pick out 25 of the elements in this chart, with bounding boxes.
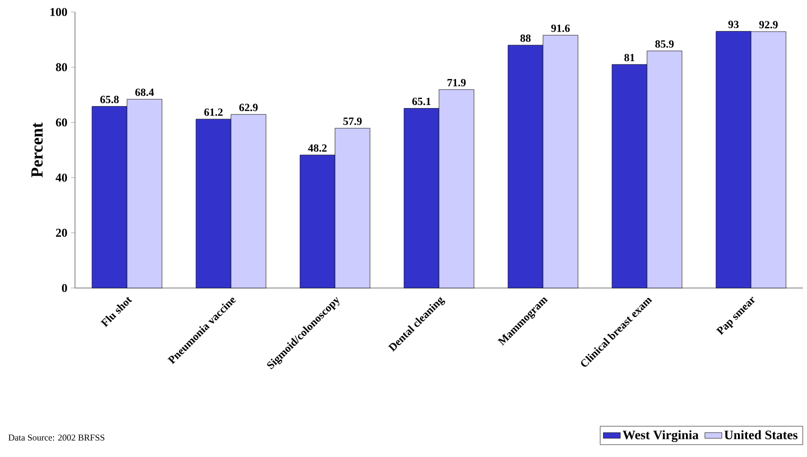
data-label: 61.2 [204, 108, 223, 116]
data-label: 71.9 [448, 78, 466, 86]
data-label: 92.9 [759, 21, 778, 28]
data-label: 57.9 [343, 118, 362, 126]
data-label: 62.9 [239, 104, 258, 112]
y-axis-title: Percent [31, 122, 43, 178]
data-label: 85.9 [655, 40, 674, 48]
y-tick-label: 0 [62, 284, 68, 292]
legend-label: United States [724, 430, 798, 440]
data-label: 93 [728, 20, 739, 28]
data-label: 65.1 [412, 98, 431, 106]
data-label: 81 [624, 54, 634, 62]
data-label: 88 [520, 34, 531, 42]
legend-label: West Virginia [622, 430, 698, 442]
y-tick-label: 100 [50, 8, 68, 16]
y-tick-label: 20 [56, 228, 68, 237]
y-tick-label: 60 [56, 118, 68, 126]
x-tick-label: Flu shot [100, 297, 132, 328]
y-tick-label: 80 [56, 63, 68, 72]
data-label: 91.6 [551, 24, 570, 32]
data-label: 68.4 [135, 88, 154, 96]
data-label: 65.8 [100, 96, 119, 104]
source-note: Data Source: 2002 BRFSS [8, 434, 104, 441]
y-tick-label: 40 [56, 174, 68, 182]
data-label: 48.2 [308, 144, 327, 152]
